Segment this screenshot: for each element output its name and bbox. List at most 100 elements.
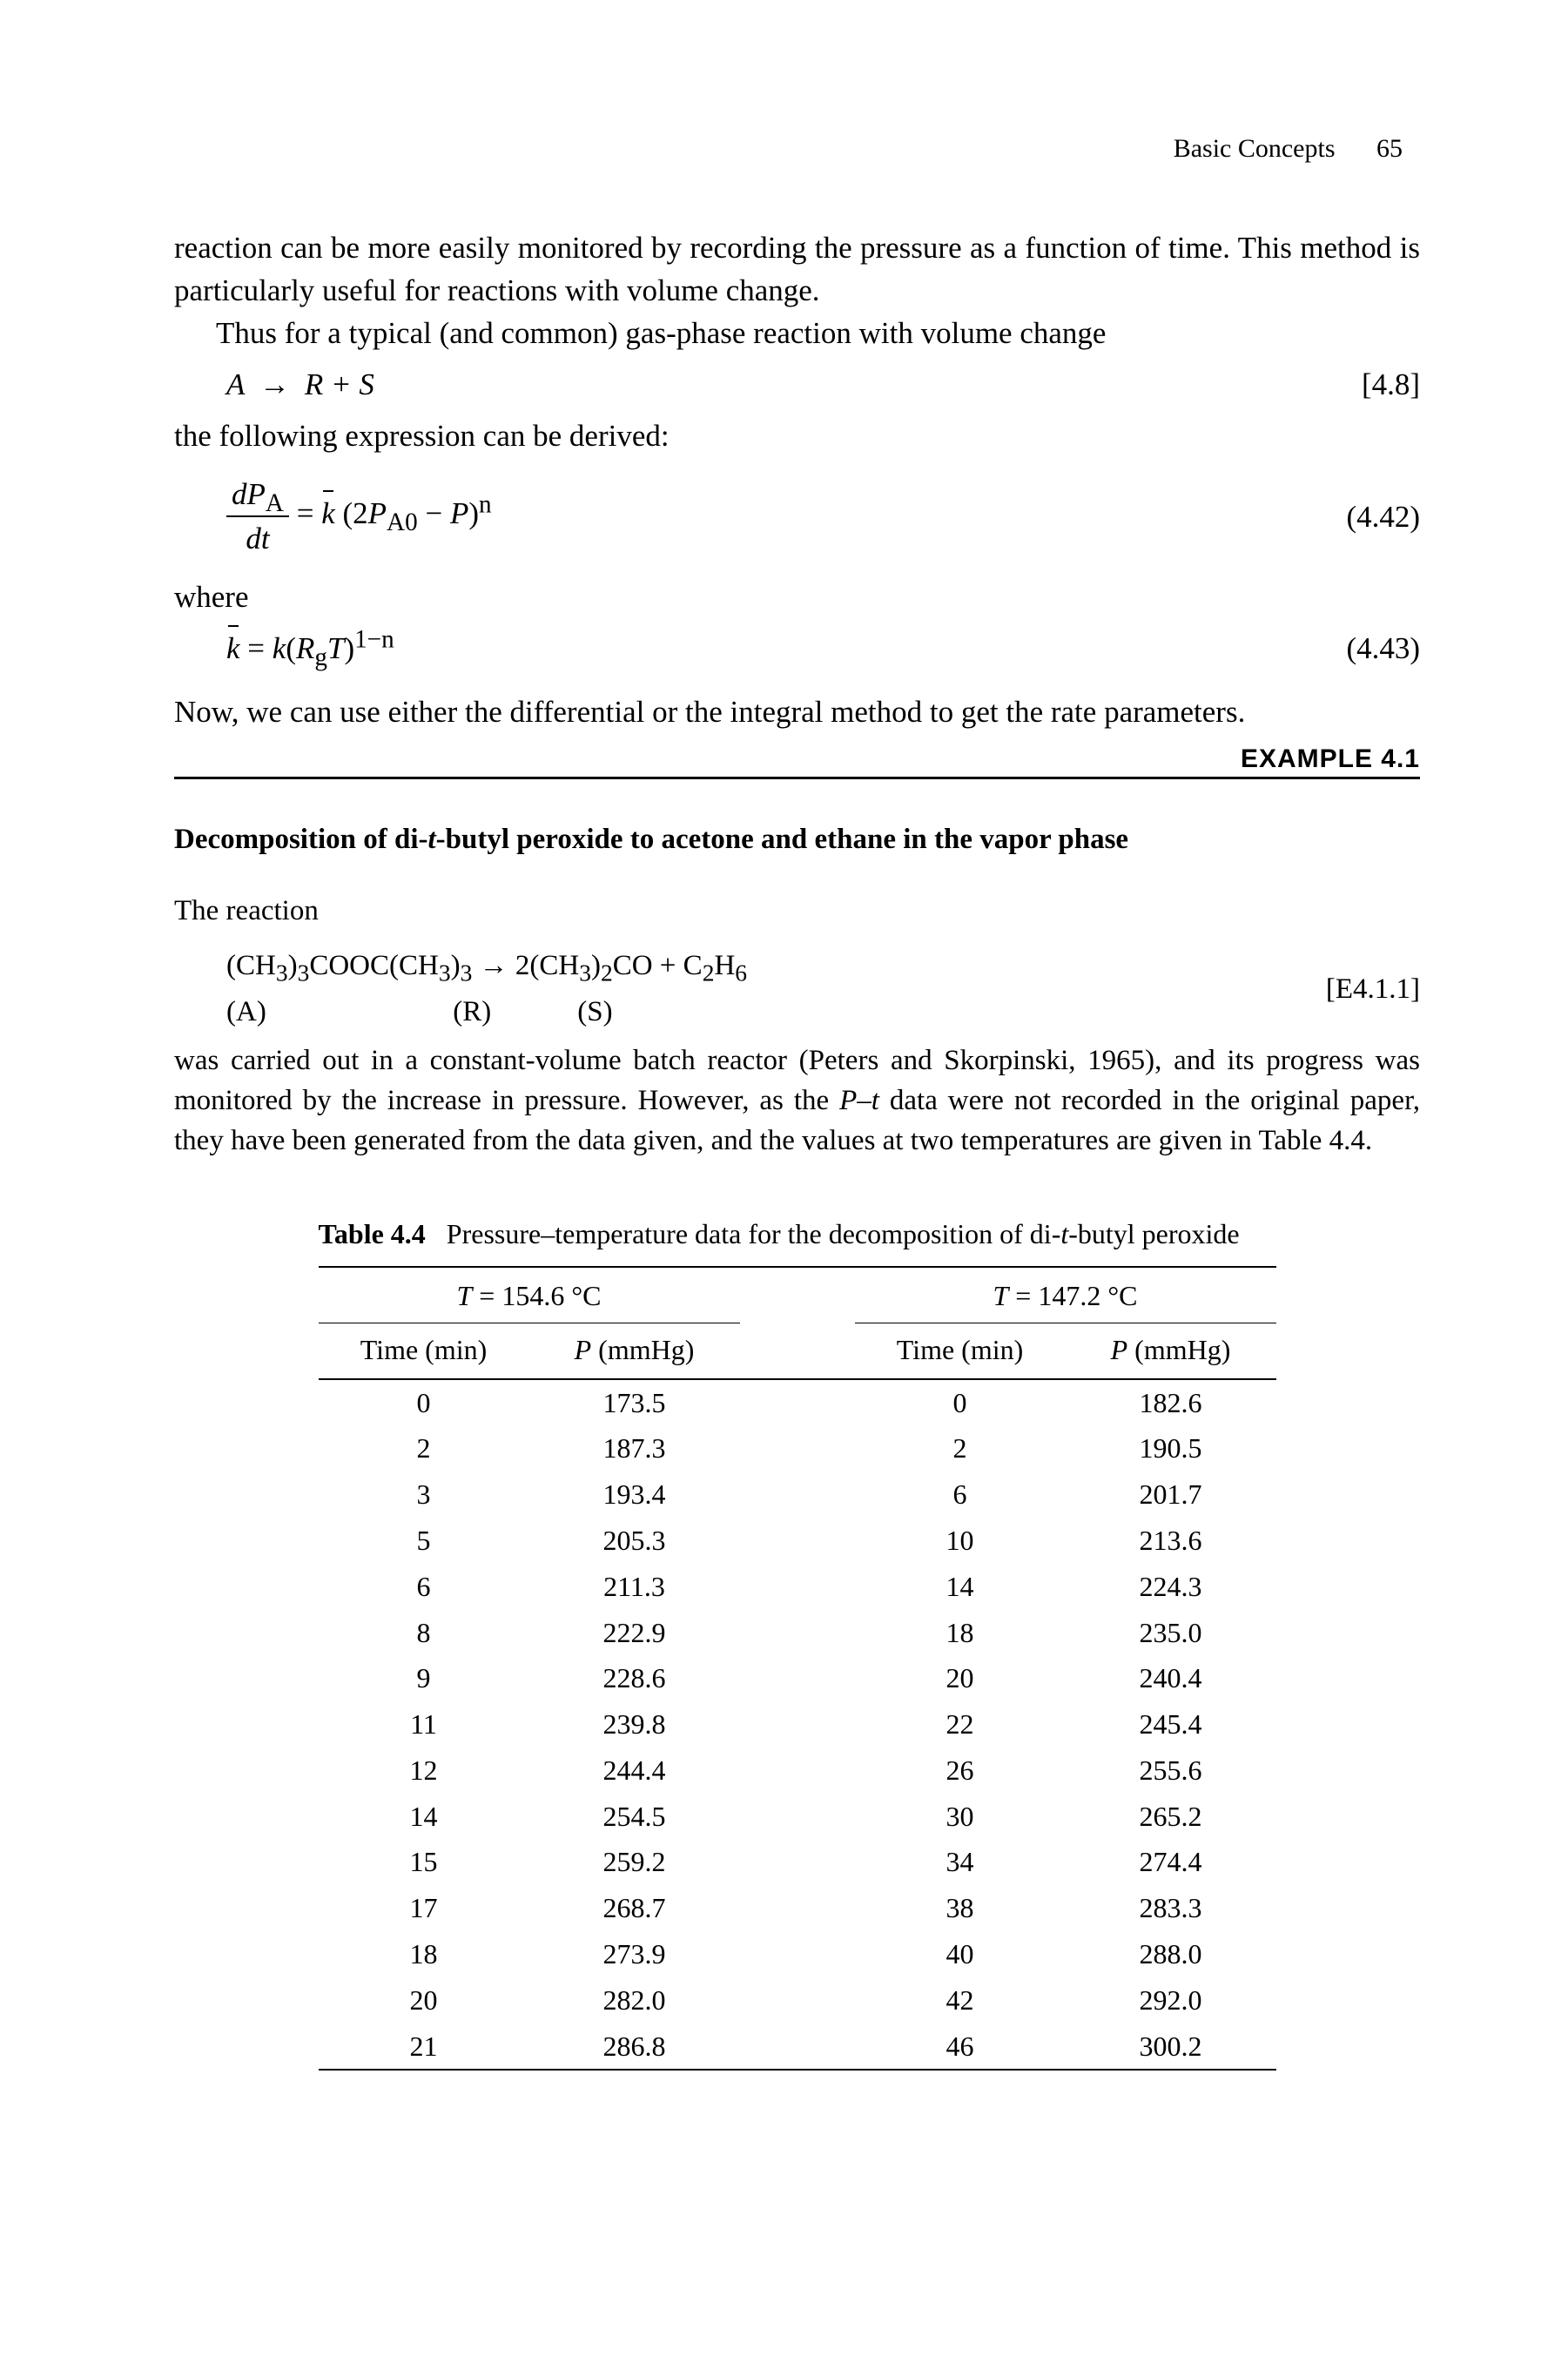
- eq-text: ): [344, 631, 354, 665]
- table-row: 12244.426255.6: [319, 1747, 1276, 1794]
- eq-sub: A0: [387, 508, 418, 536]
- cell-pressure: 292.0: [1066, 1977, 1276, 2023]
- eq-var: T: [327, 631, 344, 665]
- cell-pressure: 205.3: [529, 1518, 740, 1564]
- cell-pressure: 187.3: [529, 1425, 740, 1471]
- caption-text: -butyl peroxide: [1068, 1218, 1239, 1249]
- cell-time: 20: [855, 1655, 1066, 1701]
- cell-pressure: 273.9: [529, 1931, 740, 1977]
- eq-arrow: →: [252, 367, 297, 401]
- eq-sub: 2: [601, 960, 613, 986]
- cell-pressure: 255.6: [1066, 1747, 1276, 1794]
- cell-time: 20: [319, 1977, 529, 2023]
- cell-pressure: 265.2: [1066, 1794, 1276, 1840]
- page-number: 65: [1376, 134, 1403, 163]
- cell-time: 46: [855, 2023, 1066, 2071]
- eq-kbar: k: [321, 492, 335, 535]
- table-row: 0173.50182.6: [319, 1379, 1276, 1426]
- cell-pressure: 182.6: [1066, 1379, 1276, 1426]
- caption-text: t: [1060, 1218, 1068, 1249]
- example-title: Decomposition of di-t-butyl peroxide to …: [174, 819, 1420, 859]
- equation-4-42: dPA dt = k (2PA0 − P)n (4.42): [226, 473, 1420, 560]
- cell-pressure: 274.4: [1066, 1839, 1276, 1885]
- title-text: -butyl peroxide to acetone and ethane in…: [436, 824, 1128, 855]
- title-text: t: [428, 824, 436, 855]
- cell-time: 2: [855, 1425, 1066, 1471]
- eq-text: ): [591, 950, 601, 981]
- table-label: Table 4.4: [319, 1218, 426, 1249]
- equation-number: (4.42): [1320, 495, 1420, 538]
- cell-time: 10: [855, 1518, 1066, 1564]
- cell-pressure: 240.4: [1066, 1655, 1276, 1701]
- cell-pressure: 222.9: [529, 1610, 740, 1656]
- cell-time: 6: [855, 1471, 1066, 1518]
- eq-var: P: [368, 496, 387, 530]
- cell-pressure: 286.8: [529, 2023, 740, 2071]
- equation-e4-1-1: (CH3)3COOC(CH3)3 → 2(CH3)2CO + C2H6 (A) …: [226, 943, 1420, 1035]
- table-row: 18273.940288.0: [319, 1931, 1276, 1977]
- equation-number: [E4.1.1]: [1300, 969, 1420, 1009]
- table-row: 6211.314224.3: [319, 1564, 1276, 1610]
- cell-time: 40: [855, 1931, 1066, 1977]
- eq-sub: 3: [579, 960, 591, 986]
- cell-pressure: 228.6: [529, 1655, 740, 1701]
- eq-var: d: [232, 477, 247, 511]
- cell-pressure: 235.0: [1066, 1610, 1276, 1656]
- equation-number: [4.8]: [1336, 363, 1420, 406]
- text: (mmHg): [1127, 1334, 1230, 1365]
- cell-pressure: 283.3: [1066, 1885, 1276, 1931]
- fraction: dPA dt: [226, 473, 289, 560]
- eq-sub: g: [314, 643, 327, 671]
- table-row: 14254.530265.2: [319, 1794, 1276, 1840]
- cell-time: 34: [855, 1839, 1066, 1885]
- eq-var: d: [246, 522, 261, 556]
- table-row: 3193.46201.7: [319, 1471, 1276, 1518]
- table-row: 11239.822245.4: [319, 1701, 1276, 1747]
- eq-op: =: [297, 496, 322, 530]
- text: t: [871, 1085, 879, 1116]
- eq-text: → 2(CH: [472, 950, 579, 981]
- group-header-2: T = 147.2 °C: [855, 1267, 1276, 1323]
- cell-time: 26: [855, 1747, 1066, 1794]
- cell-time: 15: [319, 1839, 529, 1885]
- eq-text: ): [451, 950, 461, 981]
- eq-text: ): [288, 950, 298, 981]
- text: = 147.2 °C: [1008, 1280, 1137, 1311]
- cell-time: 17: [319, 1885, 529, 1931]
- table-4-4: Table 4.4 Pressure–temperature data for …: [319, 1214, 1276, 2071]
- cell-time: 11: [319, 1701, 529, 1747]
- eq-var: P: [247, 477, 266, 511]
- paragraph: Thus for a typical (and common) gas-phas…: [174, 312, 1420, 354]
- cell-time: 0: [855, 1379, 1066, 1426]
- eq-sub: 2: [703, 960, 715, 986]
- eq-text: (: [286, 631, 296, 665]
- body-text: reaction can be more easily monitored by…: [174, 226, 1420, 2071]
- cell-pressure: 282.0: [529, 1977, 740, 2023]
- example-divider: EXAMPLE 4.1: [174, 777, 1420, 779]
- cell-time: 38: [855, 1885, 1066, 1931]
- table-row: 21286.8 46300.2: [319, 2023, 1276, 2071]
- table-row: 9228.6 20240.4: [319, 1655, 1276, 1701]
- text: –: [857, 1085, 871, 1116]
- cell-pressure: 300.2: [1066, 2023, 1276, 2071]
- cell-pressure: 245.4: [1066, 1701, 1276, 1747]
- equation-body: dPA dt = k (2PA0 − P)n: [226, 473, 492, 560]
- paragraph: Now, we can use either the differential …: [174, 690, 1420, 733]
- table-row: 2187.32190.5: [319, 1425, 1276, 1471]
- eq-kbar: k: [226, 627, 240, 670]
- eq-text: (CH: [226, 950, 276, 981]
- cell-time: 9: [319, 1655, 529, 1701]
- cell-time: 3: [319, 1471, 529, 1518]
- table-row: 5205.310213.6: [319, 1518, 1276, 1564]
- col-header-p: P (mmHg): [529, 1323, 740, 1378]
- eq-sub: 3: [276, 960, 288, 986]
- equation-number: (4.43): [1320, 627, 1420, 670]
- cell-time: 21: [319, 2023, 529, 2071]
- table-row: 15259.234274.4: [319, 1839, 1276, 1885]
- cell-time: 12: [319, 1747, 529, 1794]
- equation-body: (CH3)3COOC(CH3)3 → 2(CH3)2CO + C2H6 (A) …: [226, 943, 747, 1035]
- table-row: 20282.042292.0: [319, 1977, 1276, 2023]
- eq-op: −: [418, 496, 450, 530]
- example-label: EXAMPLE 4.1: [1241, 741, 1420, 778]
- eq-labels: (A) (R) (S): [226, 996, 613, 1027]
